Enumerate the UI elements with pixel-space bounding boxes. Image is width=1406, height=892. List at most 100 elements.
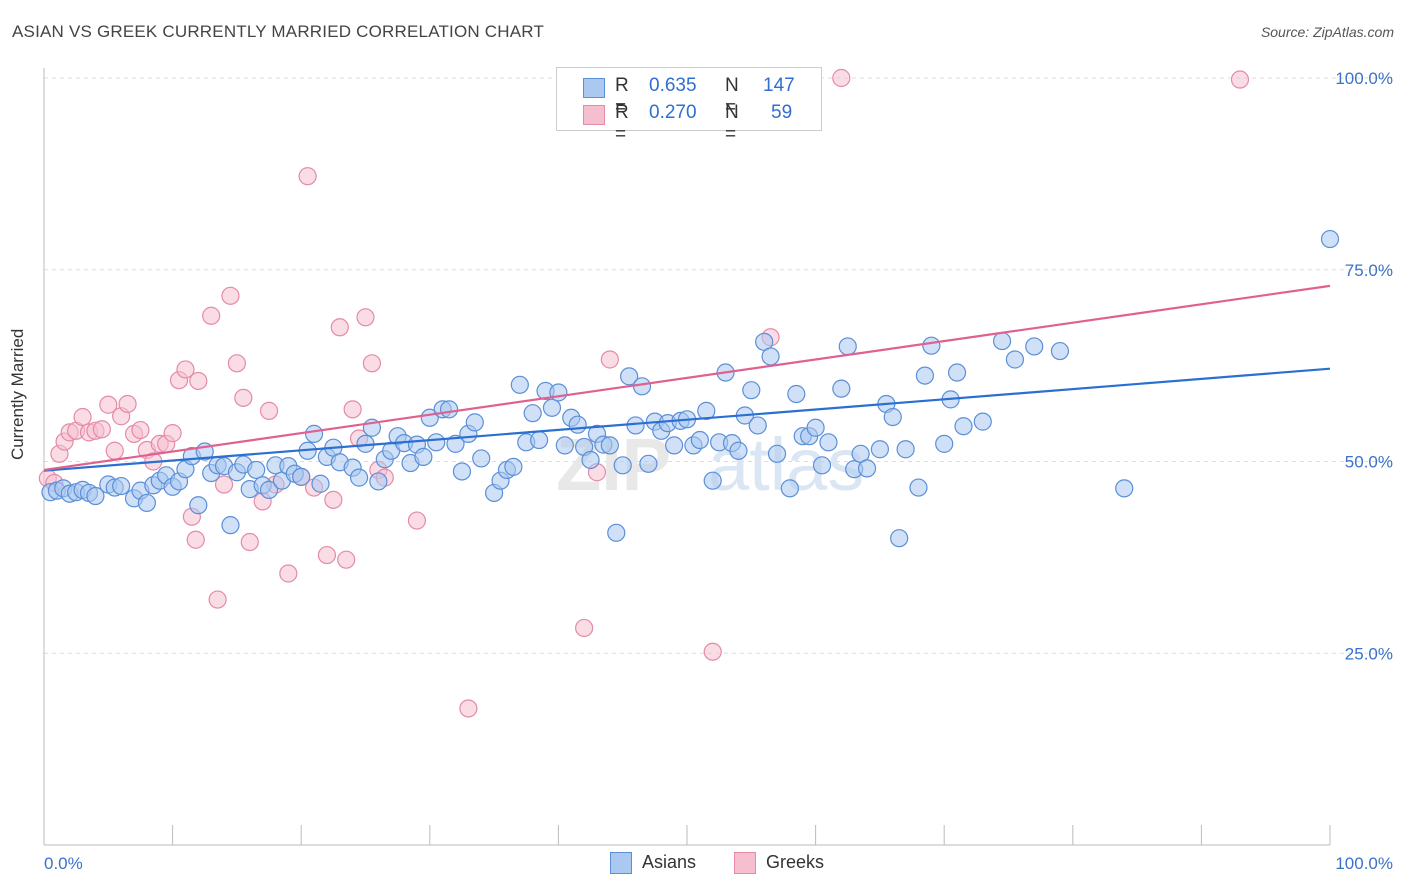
- asian-point: [504, 457, 523, 476]
- asian-point: [600, 436, 619, 455]
- greek-point: [99, 395, 118, 414]
- asian-point: [748, 416, 767, 435]
- asian-point: [549, 383, 568, 402]
- asian-point: [909, 478, 928, 497]
- n-value: 147: [763, 75, 795, 96]
- asian-point: [761, 347, 780, 366]
- asian-point: [510, 375, 529, 394]
- greek-point: [240, 532, 259, 552]
- asian-point: [806, 418, 825, 437]
- asian-point: [838, 337, 857, 356]
- asian-point: [947, 363, 967, 382]
- asians-trend-line: [43, 367, 1331, 472]
- asian-point: [703, 471, 722, 490]
- greek-point: [118, 394, 137, 414]
- greek-point: [1230, 70, 1250, 89]
- asian-point: [954, 417, 973, 436]
- greeks-swatch: [583, 105, 605, 125]
- asian-point: [690, 430, 709, 450]
- asian-point: [1025, 337, 1044, 356]
- greek-point: [362, 354, 382, 373]
- asian-point: [697, 401, 716, 420]
- greek-point: [176, 360, 195, 379]
- greek-point: [407, 511, 427, 530]
- asian-point: [812, 456, 832, 475]
- asian-point: [189, 496, 208, 515]
- asian-point: [439, 400, 459, 419]
- greek-point: [324, 490, 343, 509]
- greek-point: [208, 590, 227, 609]
- y-tick-label: 25.0%: [1345, 644, 1393, 663]
- chart-title: ASIAN VS GREEK CURRENTLY MARRIED CORRELA…: [12, 22, 545, 41]
- asian-point: [414, 447, 433, 466]
- asian-point: [259, 480, 279, 499]
- asian-point: [112, 476, 131, 496]
- asian-point: [832, 379, 851, 398]
- source-note: Source: ZipAtlas.com: [1260, 24, 1394, 40]
- asian-point: [883, 407, 902, 427]
- greek-point: [234, 388, 253, 407]
- greeks-legend-label: Greeks: [766, 852, 825, 872]
- greek-point: [105, 441, 124, 460]
- asian-point: [632, 377, 652, 396]
- greeks-trend-line: [43, 284, 1331, 472]
- y-tick-label: 75.0%: [1345, 261, 1393, 280]
- tick-labels: 25.0% 50.0% 75.0% 100.0% 0.0% 100.0%: [44, 69, 1393, 873]
- asian-point: [1320, 229, 1340, 249]
- asian-point: [639, 454, 658, 473]
- asian-point: [446, 434, 465, 453]
- greek-point: [214, 475, 234, 494]
- greek-point: [832, 68, 851, 88]
- greek-point: [227, 354, 246, 373]
- asian-point: [819, 433, 838, 452]
- greek-point: [575, 618, 594, 638]
- n-label: N =: [725, 102, 739, 145]
- greek-point: [202, 306, 221, 325]
- asian-point: [922, 336, 941, 355]
- y-tick-label: 100.0%: [1335, 69, 1393, 88]
- greek-point: [356, 308, 375, 327]
- stats-legend: R = 0.635 N = 147 R = 0.270 N = 59: [556, 67, 822, 145]
- n-label: N =: [725, 75, 739, 118]
- asian-point: [767, 444, 787, 463]
- greek-point: [298, 167, 317, 186]
- greek-point: [186, 530, 205, 549]
- greek-point: [317, 545, 337, 565]
- n-value: 59: [771, 102, 793, 123]
- y-tick-label: 50.0%: [1345, 453, 1393, 472]
- asian-point: [1050, 341, 1070, 361]
- asian-point: [247, 460, 266, 480]
- asian-point: [607, 523, 626, 542]
- asian-point: [568, 415, 587, 434]
- asian-point: [555, 436, 574, 455]
- asian-point: [992, 331, 1012, 351]
- asian-point: [935, 434, 954, 453]
- asian-point: [620, 367, 639, 386]
- r-label: R =: [615, 102, 629, 145]
- asian-point: [1005, 350, 1025, 369]
- asians-legend-swatch: [610, 852, 632, 874]
- asian-point: [304, 424, 324, 443]
- greek-point: [337, 550, 356, 569]
- greek-point: [703, 642, 722, 661]
- asians-swatch: [583, 78, 605, 98]
- asian-point: [973, 412, 992, 431]
- grid-lines: [44, 77, 1395, 654]
- asian-point: [523, 404, 542, 423]
- r-value: 0.270: [649, 102, 697, 123]
- greek-point: [92, 420, 111, 439]
- series-asians: [41, 229, 1340, 548]
- asian-point: [915, 366, 935, 385]
- asian-point: [613, 456, 632, 475]
- asian-point: [530, 430, 549, 450]
- trend-lines: [43, 284, 1331, 472]
- asian-point: [221, 516, 240, 535]
- asian-point: [626, 416, 645, 435]
- asian-point: [472, 449, 491, 468]
- greek-point: [279, 564, 298, 583]
- asian-point: [465, 413, 484, 432]
- x-tick-label: 0.0%: [44, 854, 83, 873]
- asian-point: [86, 486, 105, 506]
- asian-point: [780, 479, 799, 498]
